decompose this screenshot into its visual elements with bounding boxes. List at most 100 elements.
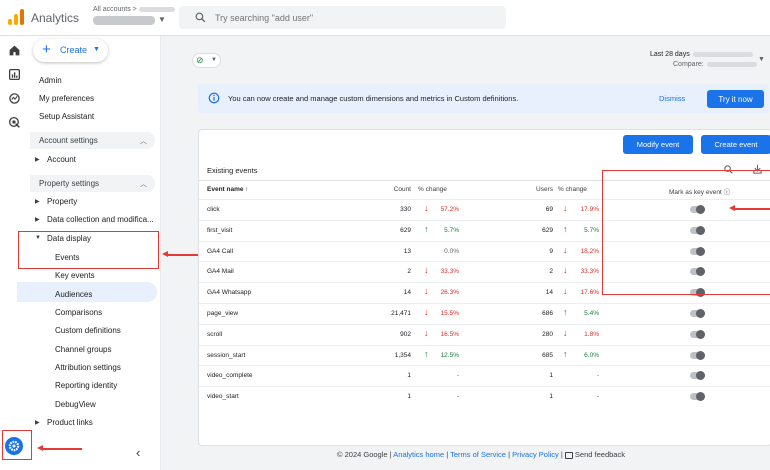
- sidebar-item-custom-definitions[interactable]: Custom definitions: [55, 326, 121, 335]
- collapse-chevron-icon[interactable]: ‹: [136, 445, 141, 460]
- reports-icon[interactable]: [8, 68, 21, 81]
- trend-arrow-icon: ↓: [424, 265, 429, 276]
- table-row[interactable]: GA4 Call 13 0.0% 9 ↓ 18.2%: [199, 240, 770, 262]
- sidebar-item-admin[interactable]: Admin: [39, 76, 62, 85]
- sidebar-item-product-links[interactable]: Product links: [47, 418, 93, 427]
- chevron-down-icon[interactable]: ▼: [158, 15, 166, 24]
- sidebar-item-reporting-identity[interactable]: Reporting identity: [55, 381, 118, 390]
- accounts-breadcrumb[interactable]: All accounts >: [93, 6, 175, 13]
- copyright: © 2024 Google |: [337, 450, 392, 459]
- event-name[interactable]: video_complete: [207, 372, 253, 380]
- event-name[interactable]: scroll: [207, 330, 223, 338]
- table-row[interactable]: GA4 Mail 2 ↓ 33.3% 2 ↓ 33.3%: [199, 261, 770, 282]
- event-name[interactable]: click: [207, 206, 220, 213]
- key-event-toggle[interactable]: [690, 309, 705, 318]
- admin-gear-icon[interactable]: [5, 437, 23, 455]
- key-event-toggle[interactable]: [690, 392, 705, 402]
- search-input[interactable]: [215, 6, 495, 29]
- toggle-knob: [696, 371, 705, 381]
- search-bar[interactable]: [179, 6, 506, 29]
- property-picker[interactable]: [93, 16, 155, 25]
- key-event-toggle[interactable]: [690, 288, 705, 298]
- key-event-toggle[interactable]: [690, 246, 705, 256]
- caret-right-icon: ▶: [35, 217, 40, 223]
- active-item-highlight: [17, 282, 157, 302]
- dismiss-link[interactable]: Dismiss: [659, 94, 686, 103]
- table-row[interactable]: video_complete 1 - 1 -: [199, 365, 770, 386]
- sidebar-item-data-display[interactable]: Data display: [47, 234, 92, 243]
- column-header-count-change[interactable]: % change: [418, 186, 447, 193]
- event-name[interactable]: session_start: [207, 351, 246, 359]
- sidebar-item-comparisons[interactable]: Comparisons: [55, 308, 103, 317]
- search-icon[interactable]: [723, 164, 734, 175]
- caret-right-icon: ▶: [35, 420, 40, 426]
- sidebar-item-debugview[interactable]: DebugView: [55, 400, 96, 409]
- key-event-toggle[interactable]: [690, 225, 705, 235]
- caret-down-icon: ▼: [35, 235, 41, 241]
- advertising-icon[interactable]: [8, 116, 21, 129]
- table-row[interactable]: session_start 1,354 ↑ 12.5% 685 ↑ 6.0%: [199, 344, 770, 366]
- table-row[interactable]: click 330 ↓ 57.2% 69 ↓ 17.9%: [199, 199, 770, 220]
- key-event-label: Mark as key event: [669, 189, 722, 196]
- table-row[interactable]: page_view 21,471 ↓ 15.5% 686 ↑ 5.4%: [199, 303, 770, 324]
- key-event-toggle[interactable]: [690, 350, 705, 360]
- privacy-link[interactable]: Privacy Policy: [512, 450, 559, 459]
- sidebar-item-property[interactable]: Property: [47, 197, 78, 206]
- column-header-users-change[interactable]: % change: [558, 186, 587, 193]
- event-name[interactable]: video_start: [207, 393, 239, 401]
- analytics-logo-icon[interactable]: [8, 9, 24, 25]
- sidebar-item-setup-assistant[interactable]: Setup Assistant: [39, 112, 95, 121]
- create-button[interactable]: + Create ▼: [33, 39, 108, 62]
- create-event-button[interactable]: Create event: [701, 135, 770, 154]
- sidebar-item-key-events[interactable]: Key events: [55, 271, 95, 280]
- column-header-count[interactable]: Count: [393, 186, 411, 193]
- help-icon[interactable]: ⓘ: [723, 189, 731, 196]
- chevron-down-icon[interactable]: ▼: [758, 56, 765, 63]
- modify-event-button[interactable]: Modify event: [623, 135, 693, 154]
- divider: [199, 180, 770, 181]
- existing-events-title: Existing events: [207, 166, 258, 175]
- sidebar-item-my-preferences[interactable]: My preferences: [39, 94, 95, 103]
- create-label: Create: [60, 45, 88, 55]
- terms-link[interactable]: Terms of Service: [450, 450, 506, 459]
- column-header-key-event[interactable]: Mark as key event ⓘ: [669, 186, 730, 196]
- table-row[interactable]: video_start 1 - 1 -: [199, 386, 770, 407]
- sidebar-item-channel-groups[interactable]: Channel groups: [55, 345, 112, 354]
- column-header-event-name[interactable]: Event name ↑: [207, 186, 249, 193]
- sidebar-item-audiences[interactable]: Audiences: [55, 290, 93, 299]
- explore-icon[interactable]: [8, 92, 21, 105]
- event-name[interactable]: GA4 Mail: [207, 268, 234, 276]
- users-change: 33.3%: [580, 268, 599, 276]
- event-name[interactable]: GA4 Call: [207, 247, 234, 255]
- table-row[interactable]: first_visit 629 ↑ 5.7% 629 ↑ 5.7%: [199, 219, 770, 241]
- key-event-toggle[interactable]: [690, 371, 705, 381]
- event-name[interactable]: first_visit: [207, 226, 233, 234]
- toggle-knob: [696, 329, 705, 339]
- key-event-toggle[interactable]: [690, 329, 705, 339]
- table-row[interactable]: scroll 902 ↓ 16.5% 280 ↓ 1.8%: [199, 323, 770, 345]
- analytics-home-link[interactable]: Analytics home: [393, 450, 445, 459]
- count-change: 26.3%: [440, 289, 459, 297]
- download-icon[interactable]: [752, 163, 763, 175]
- table-row[interactable]: GA4 Whatsapp 14 ↓ 26.3% 14 ↓ 17.6%: [199, 282, 770, 303]
- send-feedback-link[interactable]: Send feedback: [574, 450, 625, 459]
- try-it-now-button[interactable]: Try it now: [707, 90, 764, 108]
- filter-chip[interactable]: ⊘ ▼: [192, 53, 221, 68]
- sidebar-item-events[interactable]: Events: [55, 253, 80, 262]
- event-count: 1,354: [394, 351, 411, 359]
- column-header-users[interactable]: Users: [536, 186, 553, 193]
- property-settings-header[interactable]: Property settings ︿: [30, 175, 155, 192]
- event-name[interactable]: page_view: [207, 310, 239, 317]
- key-event-toggle[interactable]: [690, 205, 705, 214]
- sidebar-item-attribution-settings[interactable]: Attribution settings: [55, 363, 121, 372]
- event-name[interactable]: GA4 Whatsapp: [207, 289, 252, 297]
- date-range[interactable]: Last 28 days: [650, 51, 753, 58]
- sidebar-item-account[interactable]: Account: [47, 155, 76, 164]
- date-compare[interactable]: Compare:: [673, 61, 757, 68]
- account-settings-header[interactable]: Account settings ︿: [30, 132, 155, 149]
- key-event-toggle[interactable]: [690, 267, 705, 277]
- app-title: Analytics: [31, 11, 80, 25]
- event-count: 629: [400, 226, 411, 234]
- home-icon[interactable]: [8, 44, 21, 57]
- sidebar-item-data-collection[interactable]: Data collection and modifica...: [47, 215, 154, 224]
